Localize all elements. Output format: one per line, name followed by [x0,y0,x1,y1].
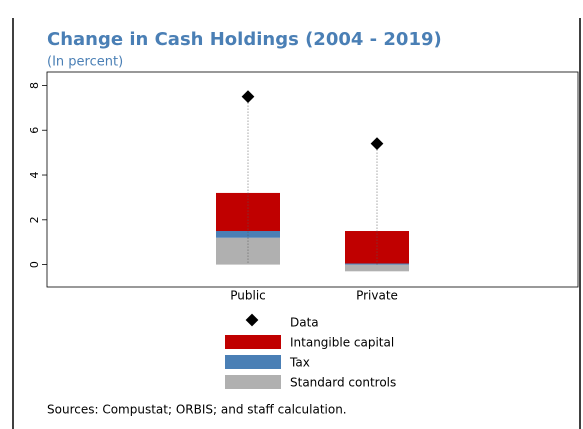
y-tick-label: 2 [28,216,41,223]
bar-segment [216,231,280,238]
y-tick-label: 8 [28,82,41,89]
legend-label: Tax [289,356,310,370]
legend-label: Data [290,316,319,330]
bar-segment [345,264,409,272]
legend-label: Intangible capital [290,336,394,350]
data-marker [370,137,384,151]
bar-segment [216,237,280,265]
x-tick-label: Public [230,289,266,303]
legend-swatch [225,375,281,389]
x-tick-label: Private [356,289,398,303]
chart-title: Change in Cash Holdings (2004 - 2019) [47,29,442,50]
legend-swatch [225,335,281,349]
chart-subtitle: (In percent) [47,55,123,70]
y-tick-label: 0 [28,261,41,268]
legend-swatch [225,355,281,369]
source-note: Sources: Compustat; ORBIS; and staff cal… [47,403,347,417]
data-marker [241,90,255,103]
y-tick-label: 4 [28,172,41,179]
legend-marker [245,313,259,327]
plot-area [46,71,579,288]
legend-label: Standard controls [290,376,396,390]
y-tick-label: 6 [28,127,41,134]
